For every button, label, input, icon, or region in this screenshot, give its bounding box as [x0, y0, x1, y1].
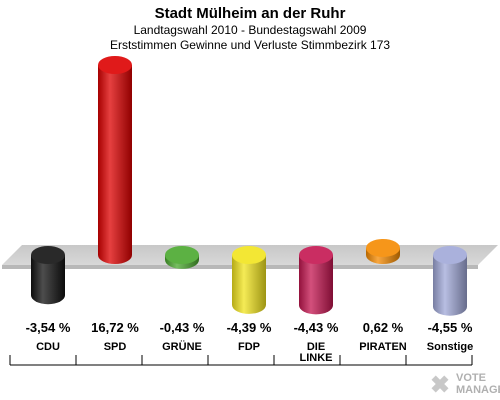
value-label: -0,43 %: [160, 320, 205, 335]
svg-text:MANAGER: MANAGER: [456, 384, 500, 396]
svg-text:VOTE: VOTE: [456, 372, 486, 384]
value-label: -4,39 %: [227, 320, 272, 335]
value-label: -3,54 %: [26, 320, 71, 335]
chart-title: Stadt Mülheim an der Ruhr: [155, 5, 346, 22]
bar-fdp: [232, 246, 266, 314]
value-label: -4,43 %: [294, 320, 339, 335]
category-label: PIRATEN: [359, 341, 407, 353]
axis-ticks: [9, 355, 473, 365]
vote-manager-logo: VOTE MANAGER: [431, 372, 500, 396]
category-label: CDU: [36, 341, 60, 353]
bar-piraten: [366, 238, 400, 264]
category-label: GRÜNE: [162, 340, 202, 353]
bar-gruene: [165, 246, 199, 269]
category-label: LINKE: [300, 352, 333, 364]
category-label: SPD: [104, 341, 127, 353]
chart-subtitle-2: Erststimmen Gewinne und Verluste Stimmbe…: [110, 38, 390, 52]
value-label: 16,72 %: [91, 320, 139, 335]
value-label: -4,55 %: [428, 320, 473, 335]
bar-sonstige: [433, 246, 467, 316]
value-label: 0,62 %: [363, 320, 404, 335]
bar-cdu: [31, 246, 65, 305]
bars: [31, 56, 467, 316]
chart-subtitle-1: Landtagswahl 2010 - Bundestagswahl 2009: [134, 23, 367, 37]
value-labels: -3,54 % 16,72 % -0,43 % -4,39 % -4,43 % 0,62 …: [26, 320, 473, 335]
category-label: FDP: [238, 341, 260, 353]
bar-die-linke: [299, 246, 333, 315]
bar-spd: [98, 56, 132, 264]
category-label: Sonstige: [427, 341, 473, 353]
category-label: DIE: [307, 341, 325, 353]
